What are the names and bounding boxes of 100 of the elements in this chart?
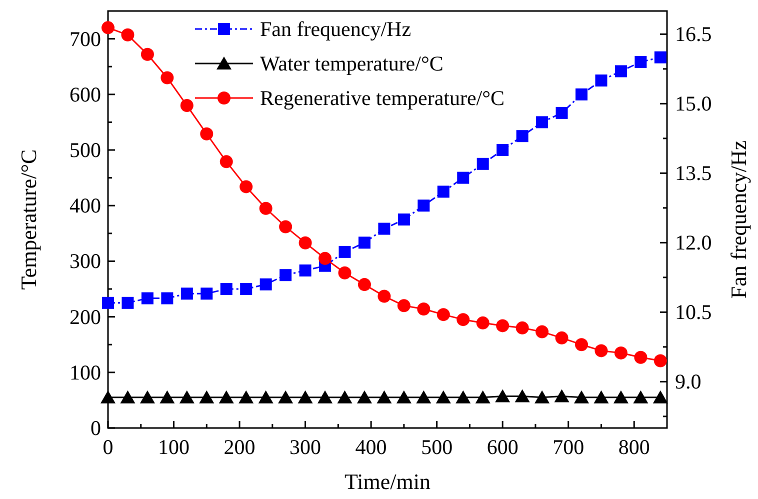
x-tick-label: 300 — [290, 435, 322, 459]
point — [613, 390, 628, 404]
point — [554, 389, 570, 402]
point — [102, 21, 114, 34]
point — [100, 390, 116, 404]
point — [200, 127, 214, 140]
y-tick-label: 600 — [70, 82, 101, 106]
point — [594, 344, 608, 358]
point — [141, 292, 154, 304]
point — [298, 236, 312, 250]
x-tick-label: 100 — [158, 435, 190, 459]
point — [200, 288, 213, 300]
point — [258, 390, 274, 404]
point — [358, 236, 370, 249]
y-tick-label: 200 — [70, 304, 101, 329]
point — [140, 390, 155, 404]
point — [634, 56, 647, 68]
y-tick-label: 700 — [70, 26, 101, 51]
point — [576, 88, 588, 100]
x-tick-label: 200 — [224, 435, 256, 459]
point — [161, 292, 174, 304]
point — [396, 390, 412, 404]
point — [180, 99, 194, 112]
point — [318, 390, 333, 404]
point — [476, 158, 489, 170]
point — [418, 200, 430, 212]
point — [240, 283, 252, 295]
point — [555, 331, 568, 344]
y-tick-label: 100 — [70, 360, 101, 384]
point — [614, 65, 627, 78]
point — [654, 354, 667, 368]
y-tick-label: 300 — [70, 249, 101, 274]
y-tick-label: 400 — [70, 194, 101, 218]
point — [595, 74, 608, 86]
y-tick-label: 0 — [90, 416, 101, 440]
point — [378, 222, 390, 235]
point — [436, 390, 451, 404]
point — [654, 51, 666, 64]
point — [436, 308, 450, 322]
point — [278, 390, 294, 404]
point — [457, 172, 470, 184]
point — [259, 202, 272, 215]
point — [417, 302, 430, 316]
point — [218, 390, 234, 404]
point — [496, 144, 509, 156]
point — [358, 278, 371, 292]
legend-label: Water temperature/°C — [260, 52, 444, 76]
point — [652, 390, 668, 404]
x-tick-label: 800 — [618, 435, 650, 459]
point — [516, 321, 529, 334]
point — [514, 389, 530, 402]
x-tick-label: 400 — [355, 435, 387, 459]
point — [220, 155, 233, 168]
point — [398, 214, 410, 226]
y2-tick-label: 10.5 — [675, 300, 712, 324]
y2-tick-label: 13.5 — [675, 161, 712, 186]
point — [160, 71, 174, 84]
y2-axis-title: Fan frequency/Hz — [726, 140, 751, 299]
point — [476, 316, 490, 330]
legend-label: Fan frequency/Hz — [260, 17, 412, 41]
y2-tick-label: 15.0 — [675, 92, 712, 116]
y-axis-title: Temperature/°C — [16, 149, 41, 290]
point — [140, 48, 154, 61]
point — [594, 390, 609, 404]
point — [574, 390, 590, 404]
point — [634, 350, 648, 364]
y-tick-label: 500 — [70, 138, 101, 162]
point — [180, 288, 193, 300]
point — [416, 390, 432, 404]
x-tick-label: 500 — [421, 435, 453, 459]
point — [122, 296, 134, 309]
point — [160, 390, 175, 404]
point — [378, 290, 391, 303]
point — [220, 283, 232, 295]
point — [456, 390, 471, 404]
x-tick-label: 600 — [486, 435, 518, 459]
point — [536, 325, 549, 338]
legend-label: Regenerative temperature/°C — [260, 86, 505, 110]
point — [318, 252, 332, 265]
point — [495, 389, 510, 402]
point — [338, 246, 351, 258]
point — [516, 130, 528, 142]
y2-tick-label: 9.0 — [675, 370, 702, 394]
point — [456, 313, 470, 326]
y2-tick-label: 16.5 — [675, 22, 712, 46]
point — [475, 390, 490, 404]
point — [338, 266, 352, 280]
y2-tick-label: 12.0 — [675, 230, 712, 255]
point — [260, 278, 272, 290]
point — [575, 338, 588, 352]
point — [437, 186, 450, 198]
point — [179, 390, 194, 404]
point — [102, 296, 114, 309]
point — [614, 346, 628, 360]
point — [199, 390, 214, 404]
x-tick-label: 700 — [552, 435, 584, 459]
point — [280, 269, 292, 282]
point — [240, 180, 253, 194]
point — [397, 299, 410, 312]
point — [299, 264, 312, 276]
